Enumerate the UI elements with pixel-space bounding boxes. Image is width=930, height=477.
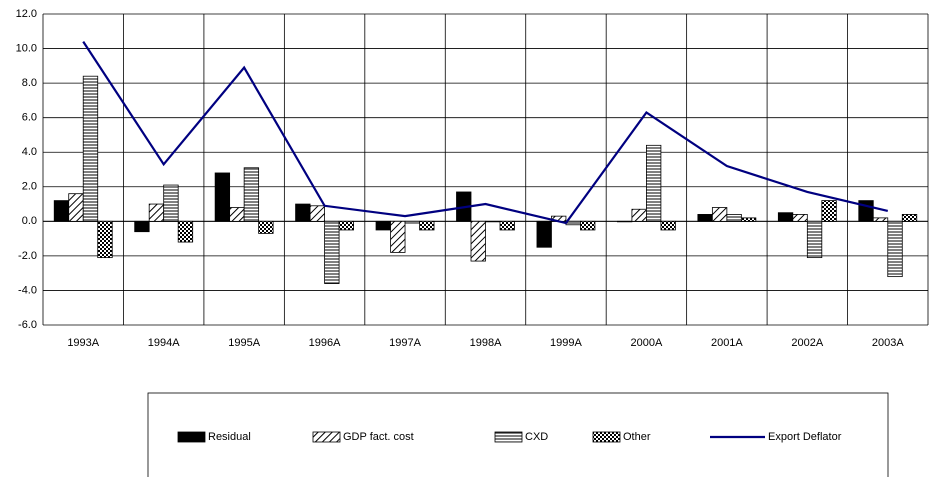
legend-label: Export Deflator	[768, 431, 842, 443]
y-tick-label: 10.0	[16, 42, 37, 54]
bar	[821, 200, 837, 222]
bar	[806, 220, 823, 259]
x-tick-label: 2002A	[791, 337, 823, 349]
bar	[726, 214, 742, 222]
bar	[258, 220, 274, 234]
legend-label: Other	[623, 431, 651, 443]
y-tick-label: -4.0	[18, 284, 37, 296]
x-tick-label: 2003A	[872, 337, 904, 349]
y-tick-label: 2.0	[22, 181, 37, 193]
x-tick-label: 2001A	[711, 337, 743, 349]
y-tick-label: -6.0	[18, 319, 37, 331]
y-tick-label: 6.0	[22, 112, 37, 124]
bar	[617, 220, 633, 223]
bar	[901, 214, 918, 222]
bar	[777, 212, 794, 222]
bar	[485, 220, 501, 223]
bar	[177, 220, 194, 243]
legend-swatch	[312, 431, 341, 443]
y-tick-label: -2.0	[18, 250, 37, 262]
x-tick-label: 1993A	[67, 337, 99, 349]
y-tick-label: 4.0	[22, 146, 37, 158]
bar	[887, 220, 903, 278]
bar	[792, 214, 808, 222]
bar	[163, 184, 179, 222]
bar	[324, 220, 340, 284]
legend-box	[147, 392, 889, 477]
legend-swatch	[494, 431, 523, 443]
x-tick-label: 1996A	[309, 337, 341, 349]
bar	[134, 220, 150, 233]
bar	[697, 214, 713, 222]
bar	[536, 220, 552, 248]
bar	[470, 220, 486, 262]
y-tick-label: 0.0	[22, 215, 37, 227]
legend-label: Residual	[208, 431, 251, 443]
bar	[660, 220, 676, 231]
bar	[53, 200, 70, 222]
bar	[82, 75, 99, 222]
bar	[148, 203, 165, 222]
bar	[872, 217, 889, 222]
x-tick-label: 1997A	[389, 337, 421, 349]
bar	[243, 167, 260, 222]
x-tick-label: 1995A	[228, 337, 260, 349]
legend-label: GDP fact. cost	[343, 431, 414, 443]
bar	[580, 220, 596, 231]
x-tick-label: 1994A	[148, 337, 180, 349]
legend-label: CXD	[525, 431, 548, 443]
y-tick-label: 12.0	[16, 8, 37, 20]
bar	[740, 217, 757, 222]
bar	[711, 207, 728, 222]
bar	[499, 220, 515, 231]
bar	[338, 220, 354, 231]
bar	[68, 193, 84, 222]
bar	[229, 207, 245, 222]
bar	[631, 208, 647, 222]
legend-swatch	[177, 431, 206, 443]
bar	[646, 144, 662, 222]
bar	[309, 205, 325, 222]
bar	[295, 203, 311, 222]
legend-swatch	[592, 431, 621, 443]
bar	[404, 220, 420, 224]
x-tick-label: 1999A	[550, 337, 582, 349]
x-tick-label: 2000A	[631, 337, 663, 349]
x-tick-label: 1998A	[470, 337, 502, 349]
y-tick-label: 8.0	[22, 77, 37, 89]
line	[82, 41, 889, 225]
bar	[419, 220, 435, 231]
bar	[214, 172, 231, 222]
bar	[375, 220, 391, 231]
bar	[97, 220, 113, 259]
bar	[390, 220, 406, 253]
